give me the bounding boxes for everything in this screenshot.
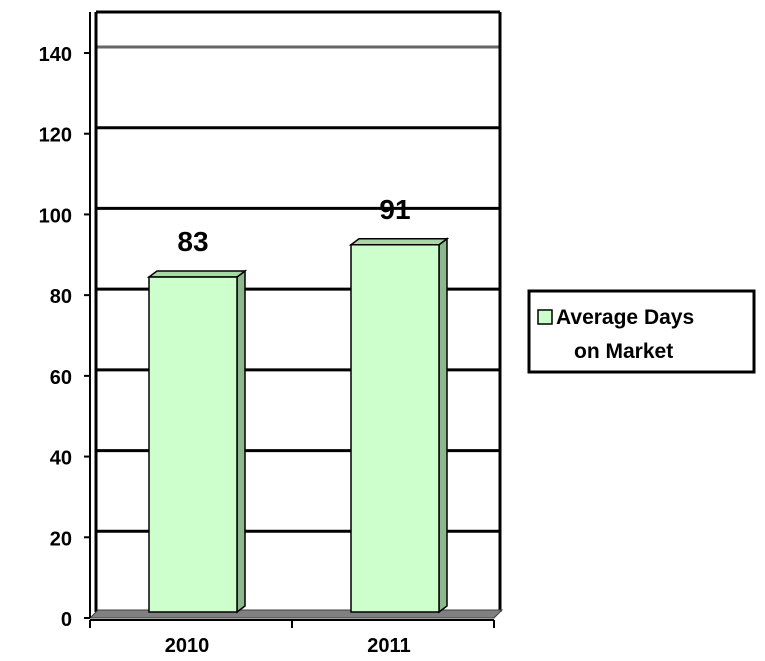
- data-label-2011: 91: [379, 194, 410, 225]
- legend: Average Days on Market: [527, 289, 756, 374]
- bar-front-2011: [350, 244, 440, 613]
- bar-side-2011: [438, 237, 448, 614]
- legend-label-line1: Average Days: [556, 306, 694, 329]
- data-labels: 83 91: [177, 194, 410, 257]
- ytick-label: 40: [50, 448, 72, 470]
- bars: [146, 237, 450, 614]
- bar-top-2010: [146, 270, 248, 278]
- ytick-label: 0: [61, 609, 72, 631]
- ytick-label: 20: [50, 528, 72, 550]
- ytick-label: 80: [50, 286, 72, 308]
- ytick-label: 100: [39, 205, 72, 227]
- xtick-label-2011: 2011: [367, 635, 410, 657]
- bar-top-2011: [348, 238, 450, 246]
- plot-frame: [88, 10, 504, 621]
- ytick-label: 140: [39, 44, 72, 66]
- bar-front-2010: [148, 276, 238, 613]
- legend-box: [527, 289, 756, 374]
- ytick-label: 60: [50, 367, 72, 389]
- xtick-label-2010: 2010: [165, 635, 210, 657]
- ytick-label: 120: [39, 125, 72, 147]
- legend-swatch: [537, 309, 553, 325]
- bar-2011: [348, 237, 450, 614]
- bar-2010: [146, 269, 248, 614]
- legend-label-line2: on Market: [574, 340, 673, 363]
- data-label-2010: 83: [177, 226, 208, 257]
- y-axis-ticks: 0 20 40 60 80 100 120 140: [39, 44, 90, 631]
- x-axis-ticks: 2010 2011: [89, 620, 495, 657]
- bar-side-2010: [236, 269, 246, 614]
